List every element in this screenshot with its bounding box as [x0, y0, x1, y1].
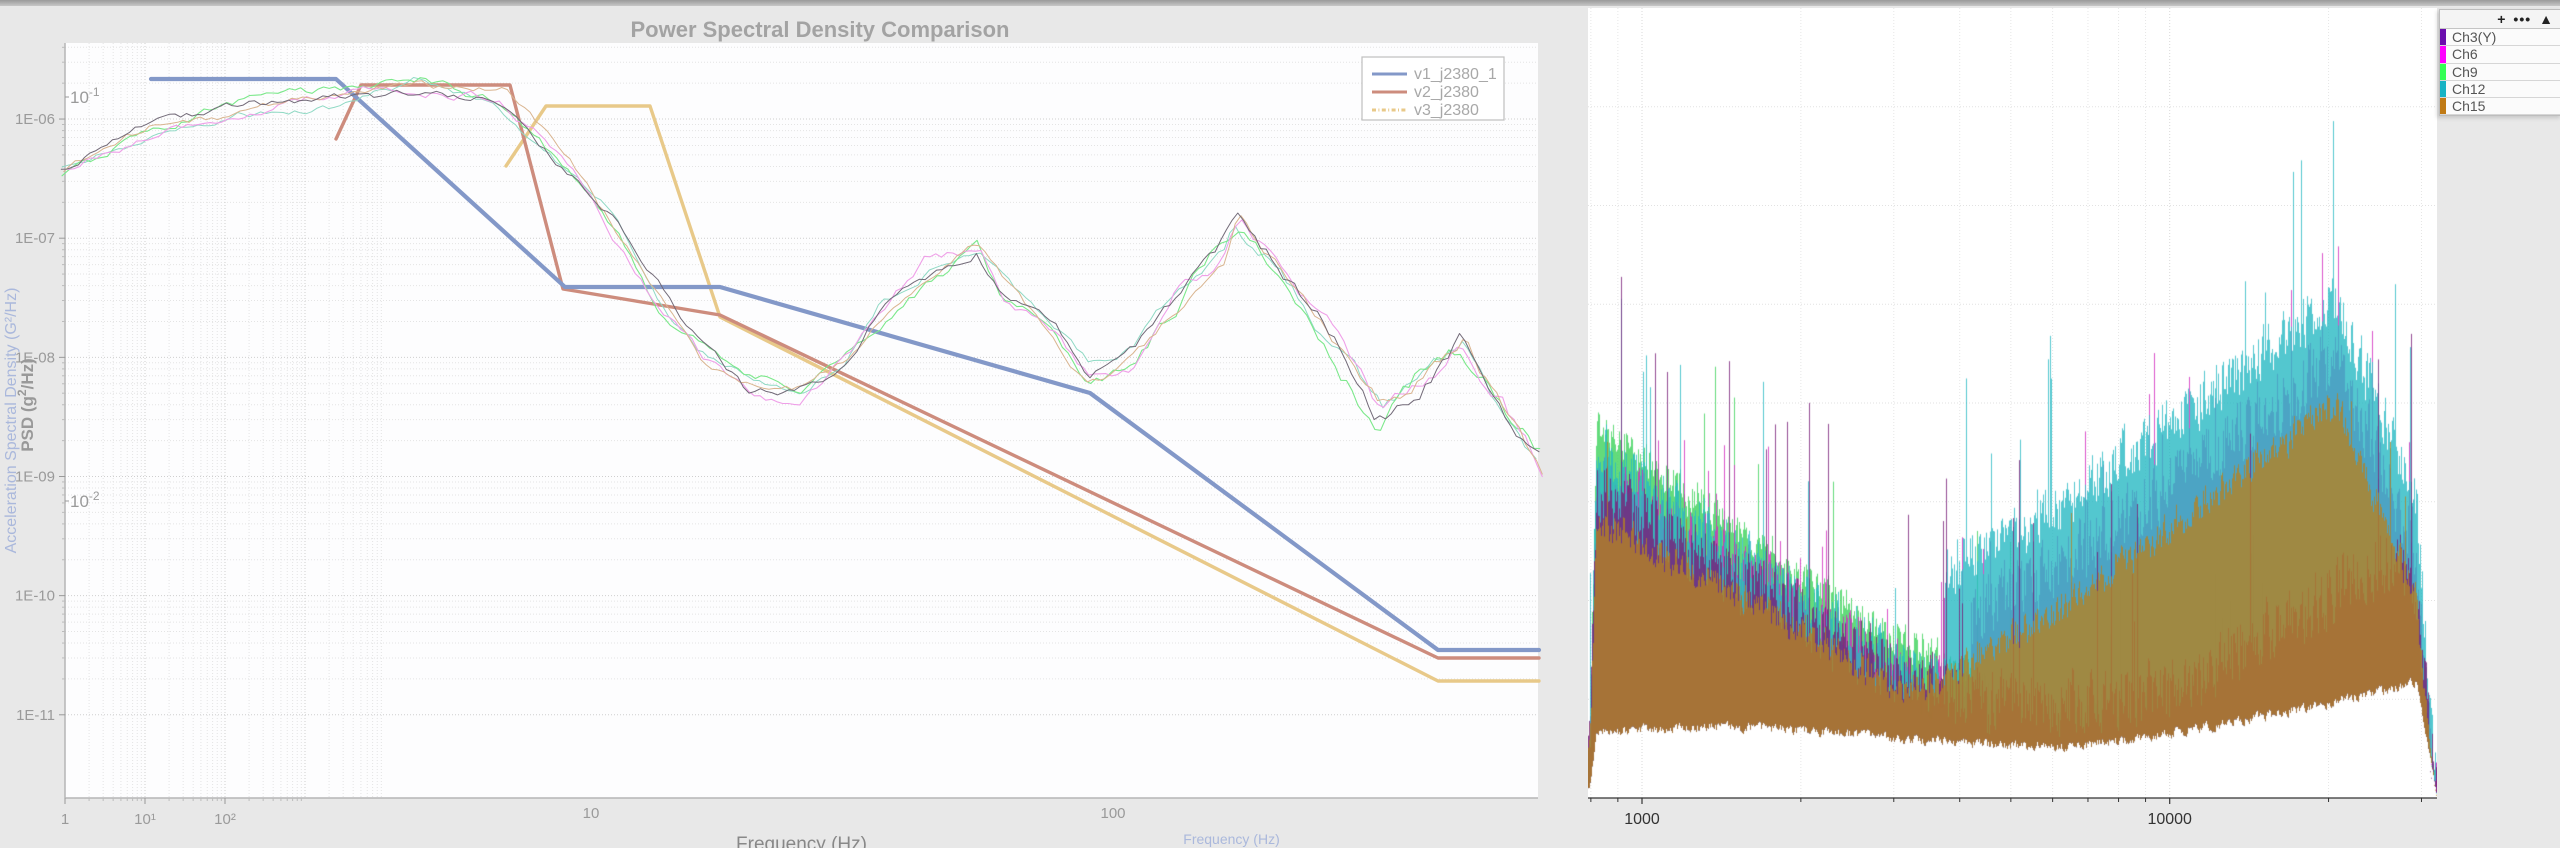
svg-text:1E-06: 1E-06 [15, 111, 55, 128]
svg-text:10: 10 [583, 805, 600, 822]
svg-text:Frequency (Hz): Frequency (Hz) [736, 834, 867, 848]
svg-text:100: 100 [1100, 805, 1125, 822]
svg-text:1E-09: 1E-09 [15, 468, 55, 485]
svg-text:1E-11: 1E-11 [16, 707, 55, 724]
svg-text:1: 1 [61, 811, 69, 828]
svg-text:Frequency (Hz): Frequency (Hz) [1183, 831, 1279, 847]
svg-text:10²: 10² [214, 811, 236, 828]
svg-text:v1_j2380_1: v1_j2380_1 [1414, 66, 1497, 83]
svg-text:10¹: 10¹ [134, 811, 156, 828]
svg-text:v3_j2380: v3_j2380 [1414, 102, 1479, 119]
svg-text:1000: 1000 [1624, 811, 1660, 828]
svg-text:1E-07: 1E-07 [15, 230, 55, 247]
svg-text:PSD (g2/Hz): PSD (g2/Hz) [15, 358, 37, 452]
svg-text:Power Spectral Density Compari: Power Spectral Density Comparison [631, 17, 1010, 42]
svg-text:1E-10: 1E-10 [15, 588, 55, 605]
svg-text:v2_j2380: v2_j2380 [1414, 84, 1479, 101]
svg-text:10000: 10000 [2147, 811, 2192, 828]
